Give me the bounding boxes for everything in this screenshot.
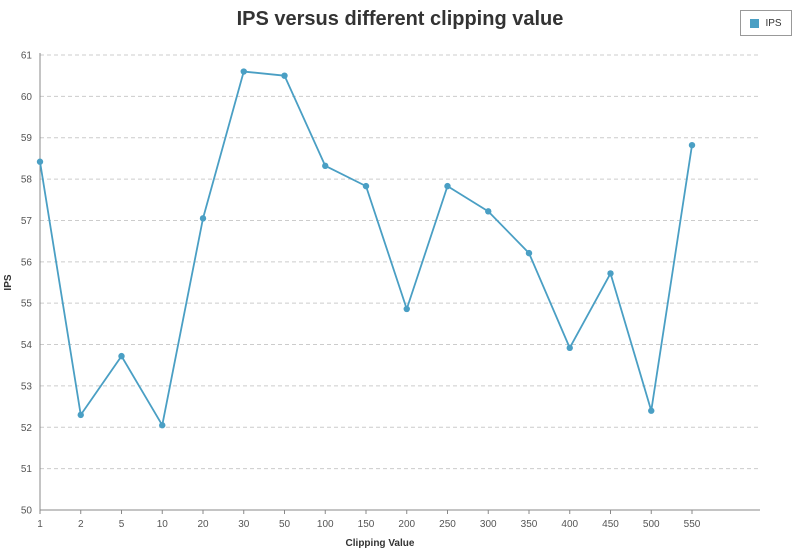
data-point[interactable] bbox=[240, 68, 247, 75]
y-tick-label: 56 bbox=[21, 257, 33, 268]
x-tick-label: 150 bbox=[358, 519, 375, 530]
data-point[interactable] bbox=[403, 305, 410, 313]
y-tick-label: 54 bbox=[21, 340, 33, 351]
y-tick-label: 58 bbox=[21, 175, 33, 186]
x-tick-label: 20 bbox=[197, 519, 209, 530]
data-point[interactable] bbox=[322, 162, 329, 170]
x-tick-label: 10 bbox=[157, 519, 169, 530]
data-point[interactable] bbox=[485, 208, 492, 215]
series-ips bbox=[36, 68, 696, 429]
data-point[interactable] bbox=[362, 182, 370, 190]
x-tick-label: 5 bbox=[119, 519, 125, 530]
x-tick-label: 300 bbox=[480, 519, 497, 530]
x-tick-label: 1 bbox=[37, 519, 43, 530]
y-tick-label: 51 bbox=[21, 464, 33, 475]
y-axis-label: IPS bbox=[3, 274, 14, 290]
x-tick-label: 100 bbox=[317, 519, 334, 530]
data-point[interactable] bbox=[77, 411, 84, 419]
legend-swatch bbox=[750, 18, 760, 28]
x-tick-label: 200 bbox=[398, 519, 415, 530]
legend: IPS bbox=[740, 10, 792, 36]
data-point[interactable] bbox=[525, 249, 533, 257]
x-tick-label: 550 bbox=[684, 519, 701, 530]
y-tick-label: 53 bbox=[21, 381, 33, 392]
y-tick-label: 52 bbox=[21, 423, 33, 434]
y-tick-labels: 50 51 52 53 54 55 56 57 58 59 60 61 bbox=[21, 51, 33, 517]
data-point[interactable] bbox=[648, 407, 655, 414]
x-tick-label: 500 bbox=[643, 519, 660, 530]
x-tick-label: 350 bbox=[521, 519, 538, 530]
data-point[interactable] bbox=[118, 352, 125, 360]
x-tick-label: 50 bbox=[279, 519, 291, 530]
legend-label: IPS bbox=[765, 17, 782, 29]
x-tick-label: 400 bbox=[561, 519, 578, 530]
x-tick-label: 2 bbox=[78, 519, 84, 530]
x-tick-labels: 1 2 5 10 20 30 50 100 150 200 250 300 350 400 450 500 55… bbox=[37, 519, 701, 530]
data-point[interactable] bbox=[199, 215, 207, 222]
data-point[interactable] bbox=[444, 182, 451, 190]
y-tick-label: 50 bbox=[21, 506, 33, 517]
x-tick-label: 250 bbox=[439, 519, 456, 530]
chart-title: IPS versus different clipping value bbox=[236, 8, 564, 30]
data-point[interactable] bbox=[36, 158, 44, 165]
data-point[interactable] bbox=[607, 270, 614, 277]
axes bbox=[39, 53, 760, 514]
series-line-ips bbox=[39, 70, 693, 427]
y-tick-label: 61 bbox=[21, 51, 33, 62]
y-tick-label: 59 bbox=[21, 133, 33, 144]
gridlines bbox=[40, 54, 760, 470]
y-tick-label: 55 bbox=[21, 299, 33, 310]
x-axis-label: Clipping Value bbox=[346, 538, 415, 549]
y-tick-label: 60 bbox=[21, 92, 33, 103]
x-tick-label: 30 bbox=[238, 519, 250, 530]
x-tick-label: 450 bbox=[602, 519, 619, 530]
data-point[interactable] bbox=[281, 72, 288, 79]
y-tick-label: 57 bbox=[21, 216, 33, 227]
data-point[interactable] bbox=[159, 422, 166, 429]
data-point[interactable] bbox=[566, 344, 573, 352]
data-point[interactable] bbox=[688, 141, 696, 149]
